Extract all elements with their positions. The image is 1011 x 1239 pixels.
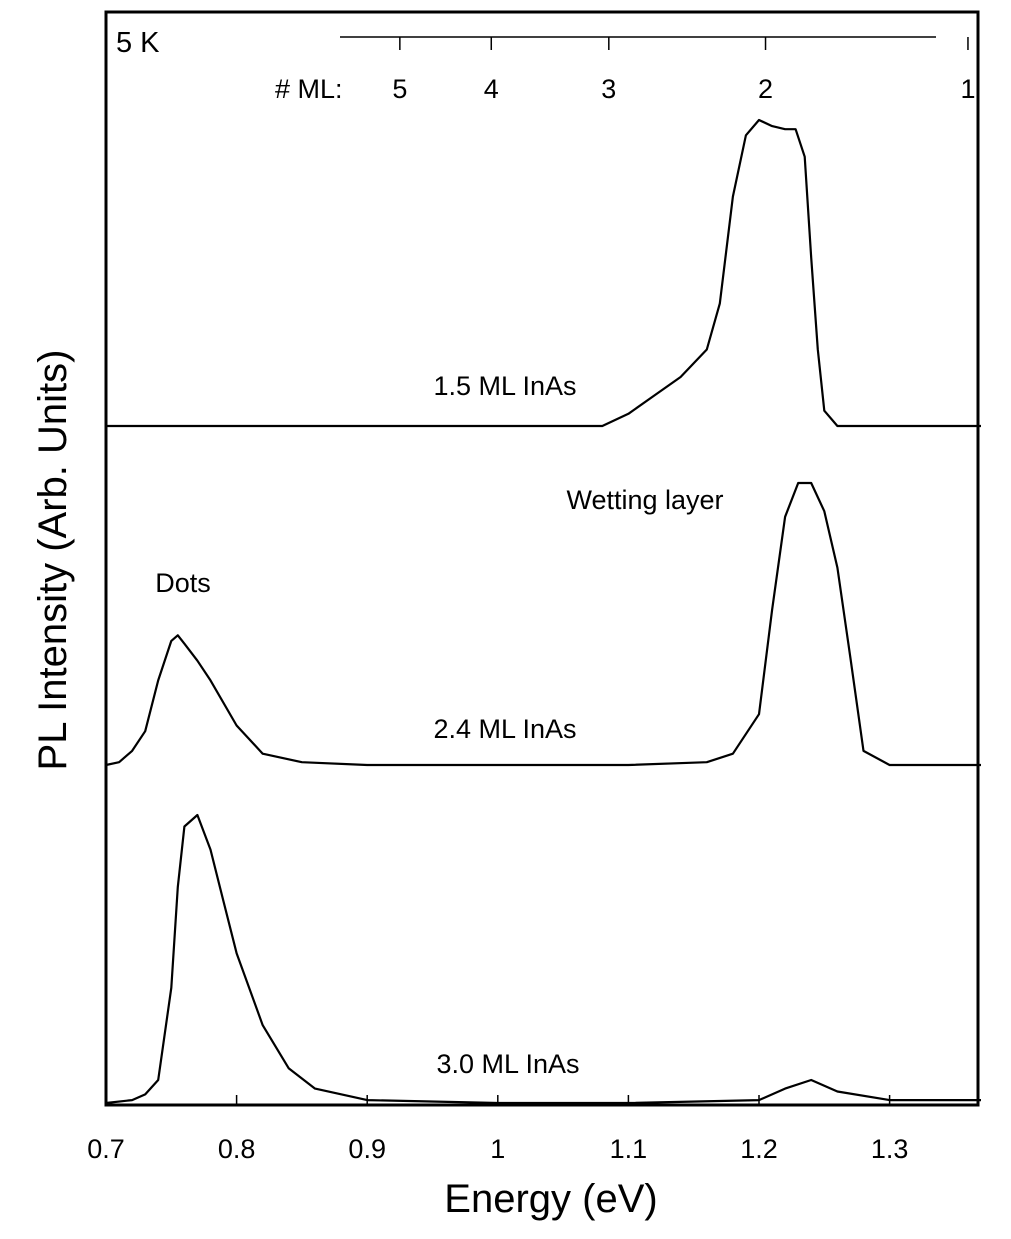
series-label: 1.5 ML InAs	[433, 371, 576, 401]
x-tick-label: 0.8	[218, 1134, 256, 1164]
series-line	[106, 118, 981, 428]
x-tick-label: 0.9	[348, 1134, 386, 1164]
x-axis-label: Energy (eV)	[444, 1177, 657, 1221]
peak-annotation: Wetting layer	[566, 485, 723, 515]
top-tick-label: 4	[484, 74, 499, 104]
x-tick-label: 1	[490, 1134, 505, 1164]
series-label: 3.0 ML InAs	[436, 1049, 579, 1079]
series-line	[105, 813, 981, 1105]
top-axis-ticks: 5 4 3 2 1	[392, 37, 975, 104]
peak-annotation: Dots	[155, 568, 211, 598]
y-axis-label: PL Intensity (Arb. Units)	[31, 350, 75, 771]
series-label: 2.4 ML InAs	[433, 714, 576, 744]
top-tick-label: 1	[960, 74, 975, 104]
series-group: 1.5 ML InAs 2.4 ML InAs 3.0 ML InAs	[105, 118, 981, 1105]
annotations: Dots Wetting layer	[155, 485, 723, 598]
x-tick-label: 1.3	[871, 1134, 909, 1164]
x-tick-label: 1.1	[610, 1134, 648, 1164]
top-tick-label: 3	[601, 74, 616, 104]
x-tick-label: 0.7	[87, 1134, 125, 1164]
top-tick-label: 5	[392, 74, 407, 104]
temperature-label: 5 K	[116, 27, 160, 59]
series-line	[105, 481, 981, 767]
x-axis-ticks: 0.7 0.8 0.9 1 1.1 1.2 1.3	[87, 1095, 908, 1164]
top-axis-label: # ML:	[275, 74, 343, 104]
top-tick-label: 2	[758, 74, 773, 104]
plot-frame	[104, 10, 980, 1107]
x-tick-label: 1.2	[740, 1134, 778, 1164]
